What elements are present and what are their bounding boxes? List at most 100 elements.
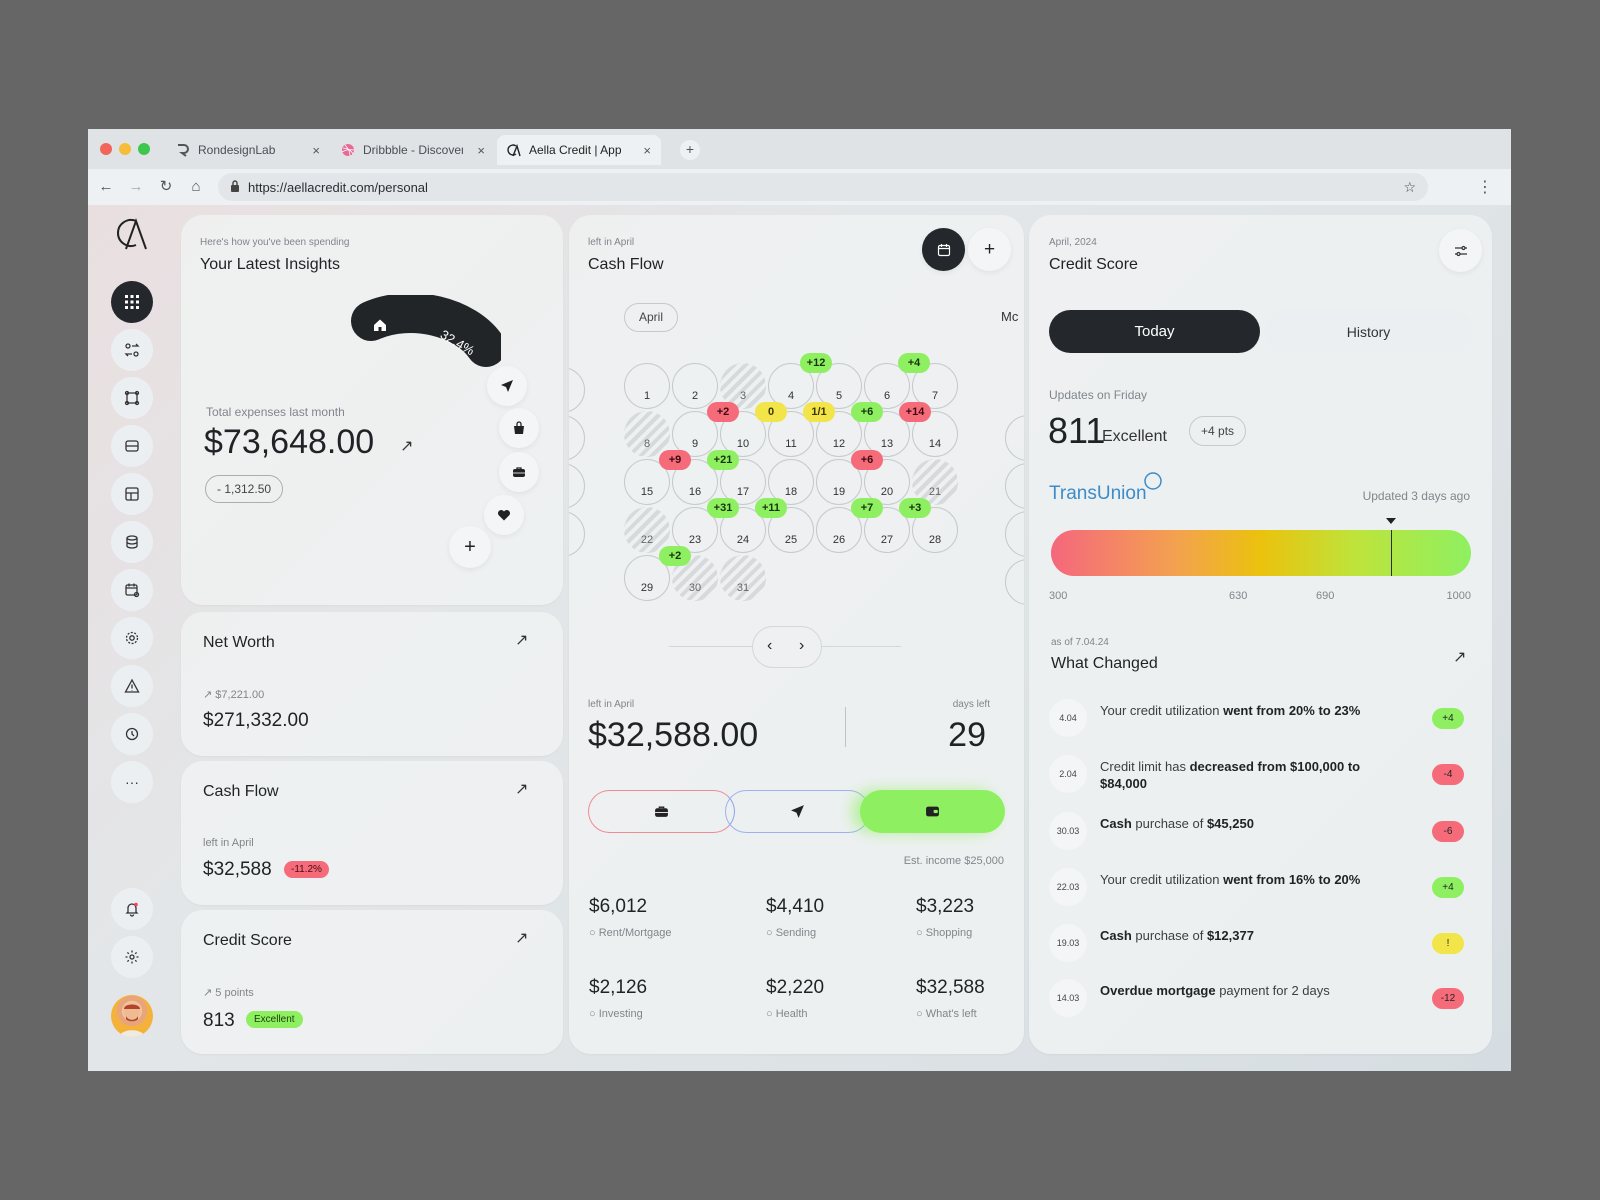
calendar-day[interactable]: 3: [720, 363, 766, 409]
calendar-day[interactable]: 12: [816, 411, 862, 457]
sidebar-item-calendar[interactable]: [111, 569, 153, 611]
sidebar-item-dashboard[interactable]: [111, 281, 153, 323]
calendar-day[interactable]: 29: [624, 555, 670, 601]
arrow-up-right-icon[interactable]: ↗: [400, 438, 414, 455]
calendar-day[interactable]: 5: [816, 363, 862, 409]
forward-arrow-icon[interactable]: →: [128, 178, 144, 195]
sending-category-button[interactable]: [487, 366, 527, 406]
sidebar-item-history[interactable]: [111, 713, 153, 755]
calendar-day[interactable]: 15: [624, 459, 670, 505]
health-category-button[interactable]: [484, 495, 524, 535]
home-icon[interactable]: ⌂: [191, 178, 201, 195]
aella-logo[interactable]: [112, 213, 152, 253]
tab-dribbble[interactable]: Dribbble - Discover ×: [331, 135, 495, 165]
sidebar-item-transfers[interactable]: [111, 329, 153, 371]
sidebar-item-cards[interactable]: [111, 377, 153, 419]
calendar-day[interactable]: 16: [672, 459, 718, 505]
tab-rondesignlab[interactable]: RondesignLab ×: [166, 135, 330, 165]
calendar-day[interactable]: 7: [912, 363, 958, 409]
tab-today[interactable]: Today: [1049, 310, 1260, 353]
shopping-category-button[interactable]: [499, 408, 539, 448]
calendar-day[interactable]: 17: [720, 459, 766, 505]
bookmark-star-icon[interactable]: ☆: [1403, 178, 1416, 195]
calendar-day[interactable]: 24: [720, 507, 766, 553]
maximize-window-button[interactable]: [138, 143, 150, 155]
calendar-day[interactable]: 23: [672, 507, 718, 553]
calendar-day[interactable]: 18: [768, 459, 814, 505]
change-list-item[interactable]: 19.03 Cash purchase of $12,377!: [1049, 924, 1464, 964]
browser-menu-icon[interactable]: ⋮: [1477, 179, 1493, 196]
calendar-day[interactable]: 1: [624, 363, 670, 409]
minimize-window-button[interactable]: [119, 143, 131, 155]
filter-button[interactable]: [1439, 229, 1482, 272]
add-category-button[interactable]: +: [449, 526, 491, 568]
calendar-day[interactable]: 28: [912, 507, 958, 553]
next-month-cell: [1005, 511, 1024, 557]
calendar-day[interactable]: 6: [864, 363, 910, 409]
close-icon[interactable]: ×: [312, 142, 320, 158]
calendar-day[interactable]: 9: [672, 411, 718, 457]
calendar-day[interactable]: 31: [720, 555, 766, 601]
arrow-up-right-icon[interactable]: ↗: [515, 781, 529, 798]
net-worth-card[interactable]: Net Worth ↗ ↗ $7,221.00 $271,332.00: [181, 612, 563, 756]
close-window-button[interactable]: [100, 143, 112, 155]
settings-button[interactable]: [111, 936, 153, 978]
calendar-day[interactable]: 10: [720, 411, 766, 457]
change-list-item[interactable]: 30.03 Cash purchase of $45,250 -6: [1049, 812, 1464, 852]
sidebar-item-more[interactable]: ···: [111, 761, 153, 803]
calendar-day[interactable]: 22: [624, 507, 670, 553]
calendar-day[interactable]: 19: [816, 459, 862, 505]
calendar-day[interactable]: 25: [768, 507, 814, 553]
tab-history[interactable]: History: [1264, 310, 1473, 353]
calendar-day[interactable]: 21: [912, 459, 958, 505]
calendar-day[interactable]: 2: [672, 363, 718, 409]
avatar[interactable]: [111, 995, 153, 1037]
calendar-day[interactable]: 14: [912, 411, 958, 457]
sidebar-item-storage[interactable]: [111, 425, 153, 467]
close-icon[interactable]: ×: [643, 142, 651, 158]
next-month-chip[interactable]: Mc: [1001, 309, 1019, 324]
investing-action-button[interactable]: [588, 790, 735, 833]
send-action-button[interactable]: [725, 790, 870, 833]
chevron-right-icon[interactable]: ›: [799, 637, 805, 654]
calendar-day[interactable]: 13: [864, 411, 910, 457]
wallet-action-button[interactable]: [860, 790, 1005, 833]
calendar-day-number: 30: [688, 582, 702, 594]
sidebar-item-database[interactable]: [111, 521, 153, 563]
change-list-item[interactable]: 4.04 Your credit utilization went from 20…: [1049, 699, 1464, 739]
calendar-day[interactable]: 8: [624, 411, 670, 457]
spending-arc[interactable]: [351, 295, 501, 375]
reload-icon[interactable]: ↻: [159, 178, 173, 195]
investing-category-button[interactable]: [499, 452, 539, 492]
arrow-up-right-icon[interactable]: ↗: [1453, 649, 1467, 666]
sidebar-item-layout[interactable]: [111, 473, 153, 515]
sidebar-item-alerts[interactable]: [111, 665, 153, 707]
calendar-day-number: 18: [784, 486, 798, 498]
chevron-left-icon[interactable]: ‹: [767, 637, 773, 654]
calendar-day[interactable]: 27: [864, 507, 910, 553]
calendar-button[interactable]: [922, 228, 965, 271]
tab-aella-credit[interactable]: Aella Credit | App ×: [497, 135, 661, 165]
change-list-item[interactable]: 14.03 Overdue mortgage payment for 2 days…: [1049, 979, 1464, 1019]
arrow-up-right-icon[interactable]: ↗: [515, 930, 529, 947]
calendar-day[interactable]: 11: [768, 411, 814, 457]
stat-label-health: ○ Health: [766, 1008, 808, 1020]
change-description: Credit limit has decreased from $100,000…: [1100, 759, 1361, 791]
add-entry-button[interactable]: +: [968, 228, 1011, 271]
change-list-item[interactable]: 2.04 Credit limit has decreased from $100…: [1049, 755, 1464, 795]
calendar-day[interactable]: 20: [864, 459, 910, 505]
calendar-day-badge: +14: [899, 402, 931, 422]
back-arrow-icon[interactable]: ←: [98, 178, 114, 195]
notifications-button[interactable]: [111, 888, 153, 930]
credit-score-mini-card[interactable]: Credit Score ↗ ↗ 5 points 813 Excellent: [181, 910, 563, 1054]
calendar-day[interactable]: 26: [816, 507, 862, 553]
arrow-up-right-icon[interactable]: ↗: [515, 632, 529, 649]
month-chip[interactable]: April: [624, 303, 679, 332]
cash-flow-mini-card[interactable]: Cash Flow ↗ left in April $32,588 -11.2%: [181, 761, 563, 905]
close-icon[interactable]: ×: [477, 142, 485, 158]
calendar-day[interactable]: 4: [768, 363, 814, 409]
address-bar[interactable]: https://aellacredit.com/personal ☆: [218, 173, 1428, 201]
change-list-item[interactable]: 22.03 Your credit utilization went from 1…: [1049, 868, 1464, 908]
new-tab-button[interactable]: +: [680, 140, 700, 160]
sidebar-item-preferences[interactable]: [111, 617, 153, 659]
